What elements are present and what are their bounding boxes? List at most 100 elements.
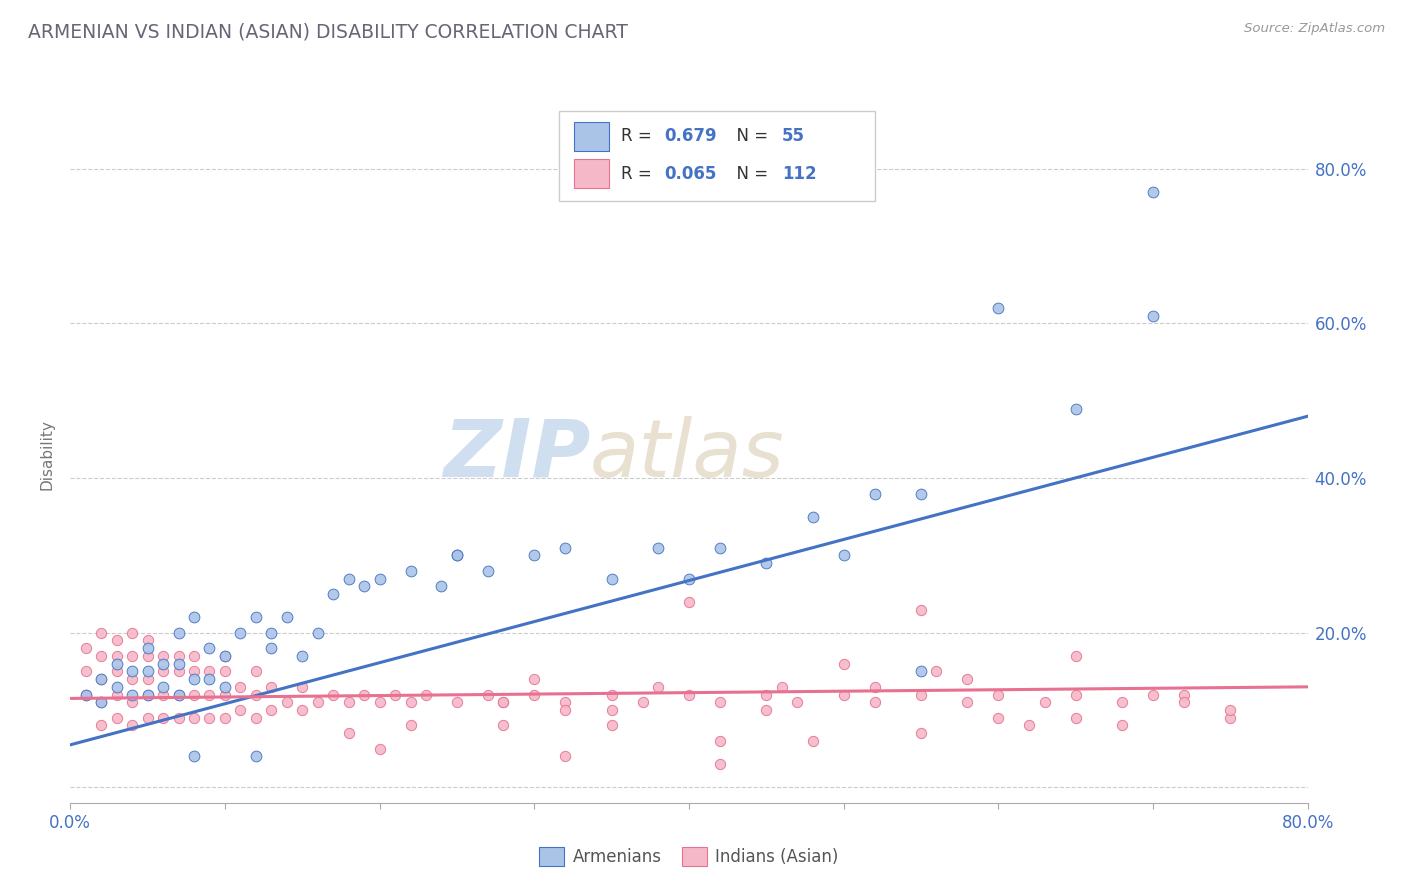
Point	[770, 680, 793, 694]
Text: Source: ZipAtlas.com: Source: ZipAtlas.com	[1244, 22, 1385, 36]
Point	[229, 625, 252, 640]
Point	[121, 688, 143, 702]
Point	[167, 648, 190, 663]
FancyBboxPatch shape	[574, 121, 609, 151]
Point	[152, 657, 174, 671]
Point	[121, 625, 143, 640]
Point	[1033, 695, 1056, 709]
Point	[647, 680, 669, 694]
Point	[245, 610, 267, 624]
Point	[832, 657, 855, 671]
Point	[1064, 648, 1087, 663]
Point	[136, 711, 159, 725]
Point	[415, 688, 437, 702]
Point	[1018, 718, 1040, 732]
Text: 112: 112	[782, 165, 817, 183]
Point	[1142, 185, 1164, 199]
Point	[90, 695, 112, 709]
Point	[492, 695, 515, 709]
Point	[183, 665, 205, 679]
Point	[910, 688, 932, 702]
Point	[136, 672, 159, 686]
Point	[260, 680, 283, 694]
Point	[910, 486, 932, 500]
Point	[214, 665, 236, 679]
Point	[801, 734, 824, 748]
Text: N =: N =	[725, 128, 773, 145]
Point	[368, 695, 391, 709]
Point	[910, 726, 932, 740]
Point	[832, 549, 855, 563]
Point	[446, 549, 468, 563]
Point	[322, 688, 344, 702]
Point	[1142, 688, 1164, 702]
Point	[152, 711, 174, 725]
Point	[446, 549, 468, 563]
Text: ARMENIAN VS INDIAN (ASIAN) DISABILITY CORRELATION CHART: ARMENIAN VS INDIAN (ASIAN) DISABILITY CO…	[28, 22, 628, 41]
Point	[307, 695, 329, 709]
Point	[245, 688, 267, 702]
Point	[554, 749, 576, 764]
Point	[600, 718, 623, 732]
Text: R =: R =	[621, 128, 657, 145]
Point	[337, 695, 360, 709]
Point	[136, 688, 159, 702]
Text: atlas: atlas	[591, 416, 785, 494]
Point	[492, 695, 515, 709]
Text: 55: 55	[782, 128, 804, 145]
Point	[291, 680, 314, 694]
Point	[167, 688, 190, 702]
Point	[1219, 703, 1241, 717]
Point	[399, 695, 422, 709]
Point	[1064, 711, 1087, 725]
Text: R =: R =	[621, 165, 657, 183]
Point	[647, 541, 669, 555]
Point	[755, 703, 778, 717]
Point	[925, 665, 948, 679]
Point	[600, 572, 623, 586]
Point	[198, 641, 221, 656]
Point	[1064, 688, 1087, 702]
Point	[136, 641, 159, 656]
Point	[167, 665, 190, 679]
Point	[214, 688, 236, 702]
Point	[136, 648, 159, 663]
Point	[198, 688, 221, 702]
Point	[121, 672, 143, 686]
Point	[786, 695, 808, 709]
Point	[368, 572, 391, 586]
Point	[910, 665, 932, 679]
Point	[523, 672, 546, 686]
Point	[477, 688, 499, 702]
Point	[291, 648, 314, 663]
Point	[554, 695, 576, 709]
Point	[337, 726, 360, 740]
Point	[276, 695, 298, 709]
Point	[75, 641, 97, 656]
Point	[105, 633, 128, 648]
Point	[105, 680, 128, 694]
Point	[678, 572, 700, 586]
Point	[105, 657, 128, 671]
FancyBboxPatch shape	[574, 159, 609, 188]
Point	[832, 688, 855, 702]
Point	[214, 711, 236, 725]
Point	[755, 556, 778, 570]
Point	[136, 633, 159, 648]
Point	[105, 711, 128, 725]
Point	[709, 734, 731, 748]
Point	[152, 648, 174, 663]
Point	[90, 672, 112, 686]
Point	[801, 509, 824, 524]
Point	[198, 672, 221, 686]
Point	[399, 564, 422, 578]
Point	[322, 587, 344, 601]
Point	[492, 718, 515, 732]
Point	[1219, 711, 1241, 725]
Point	[631, 695, 654, 709]
Point	[75, 688, 97, 702]
Point	[276, 610, 298, 624]
Point	[105, 648, 128, 663]
Point	[90, 625, 112, 640]
Point	[152, 665, 174, 679]
